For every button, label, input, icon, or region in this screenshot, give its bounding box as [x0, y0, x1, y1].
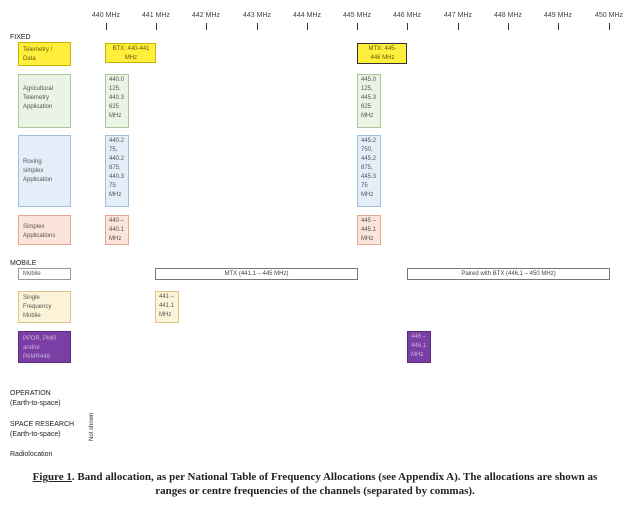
- tick-mark: [609, 23, 610, 30]
- tick-mark: [558, 23, 559, 30]
- app-single-frequency-mobile: Single Frequency Mobile: [18, 291, 71, 323]
- tick-label: 450 MHz: [594, 12, 624, 19]
- tick-label: 443 MHz: [242, 12, 272, 19]
- channel-pmr446: 446 – 446.1 MHz: [407, 331, 431, 363]
- channel-single-freq-441: 441 – 441.1 MHz: [155, 291, 179, 323]
- channel-simplex-440: 440 – 440.1 MHz: [105, 215, 129, 245]
- not-shown-label: Not shown: [89, 412, 95, 441]
- channel-btx-440-441: BTX: 440-441 MHz: [105, 43, 156, 63]
- figure-caption-label: Figure 1: [32, 471, 72, 483]
- tick-mark: [307, 23, 308, 30]
- service-heading-mobile: MOBILE: [10, 260, 37, 267]
- app-ppdr-pmr-pamr446: PPDR, PMR and/or PAMR446: [18, 331, 71, 363]
- service-heading-fixed: FIXED: [10, 34, 31, 41]
- tick-label: 448 MHz: [493, 12, 523, 19]
- tick-mark: [106, 23, 107, 30]
- app-telemetry-data: Telemetry / Data: [18, 42, 71, 66]
- tick-label: 447 MHz: [443, 12, 473, 19]
- tick-mark: [357, 23, 358, 30]
- tick-label: 442 MHz: [191, 12, 221, 19]
- tick-mark: [206, 23, 207, 30]
- tick-mark: [257, 23, 258, 30]
- channel-agricultural-445: 445.0 125, 445.3 625 MHz: [357, 74, 381, 128]
- app-simplex: Simplex Applications: [18, 215, 71, 245]
- channel-agricultural-440: 440.0 125, 440.3 625 MHz: [105, 74, 129, 128]
- figure-caption: Figure 1. Band allocation, as per Nation…: [22, 470, 608, 498]
- tick-mark: [458, 23, 459, 30]
- channel-simplex-445: 445 – 445.1 MHz: [357, 215, 381, 245]
- tick-label: 444 MHz: [292, 12, 322, 19]
- app-roving-simplex: Roving simplex Application: [18, 135, 71, 207]
- tick-mark: [156, 23, 157, 30]
- figure-caption-text: . Band allocation, as per National Table…: [71, 471, 598, 497]
- app-agricultural-telemetry: Agricultural Telemetry Application: [18, 74, 71, 128]
- service-radiolocation: Radiolocation: [10, 451, 53, 458]
- channel-roving-440: 440.2 75, 440.2 875, 440.3 75 MHz: [105, 135, 129, 207]
- band-mtx-441-445: MTX (441.1 – 445 MHz): [155, 268, 358, 280]
- service-space-operation: OPERATION (Earth-to-space): [10, 390, 61, 407]
- tick-mark: [508, 23, 509, 30]
- channel-mtx-445-446: MTX: 445- 446 MHz: [357, 43, 407, 64]
- service-space-research: SPACE RESEARCH (Earth-to-space): [10, 421, 75, 438]
- tick-label: 441 MHz: [141, 12, 171, 19]
- tick-mark: [407, 23, 408, 30]
- app-mobile: Mobile: [18, 268, 71, 280]
- tick-label: 449 MHz: [543, 12, 573, 19]
- tick-label: 446 MHz: [392, 12, 422, 19]
- band-paired-btx-446-450: Paired with BTX (446.1 – 450 MHz): [407, 268, 610, 280]
- tick-label: 440 MHz: [91, 12, 121, 19]
- tick-label: 445 MHz: [342, 12, 372, 19]
- channel-roving-445: 445.2 750, 445.2 875, 445.3 75 MHz: [357, 135, 381, 207]
